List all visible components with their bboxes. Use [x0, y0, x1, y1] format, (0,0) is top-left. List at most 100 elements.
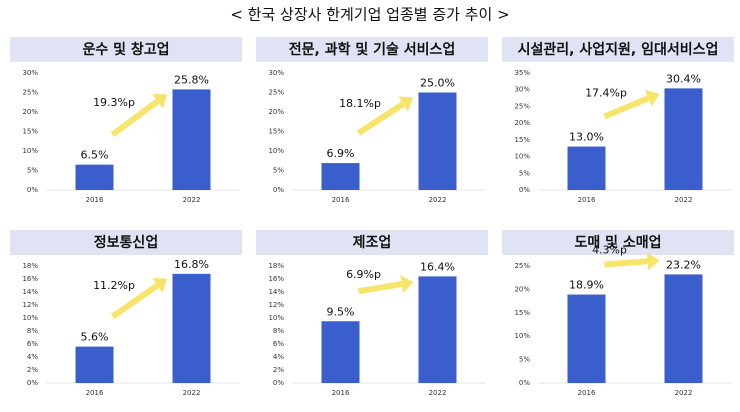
y-tick-label: 25%	[514, 102, 530, 110]
value-label: 25.8%	[174, 73, 209, 86]
arrow-shaft	[110, 283, 159, 320]
y-tick-label: 10%	[22, 147, 38, 155]
y-tick-label: 30%	[22, 69, 38, 77]
value-label: 6.9%	[327, 147, 355, 160]
y-tick-label: 0%	[273, 379, 284, 387]
y-tick-label: 12%	[268, 301, 284, 309]
bar	[567, 146, 606, 190]
y-tick-label: 20%	[514, 119, 530, 127]
y-tick-label: 8%	[273, 327, 284, 335]
y-tick-label: 10%	[268, 314, 284, 322]
y-tick-label: 14%	[268, 288, 284, 296]
panel-header	[10, 230, 242, 255]
annotation: 6.9%p	[346, 268, 381, 281]
y-tick-label: 30%	[268, 69, 284, 77]
y-tick-label: 14%	[22, 288, 38, 296]
x-tick-label: 2016	[578, 196, 596, 204]
y-tick-label: 2%	[273, 366, 284, 374]
value-label: 5.6%	[81, 331, 109, 344]
bar	[418, 92, 457, 190]
arrow-head	[152, 278, 168, 293]
y-tick-label: 15%	[22, 128, 38, 136]
y-tick-label: 20%	[22, 108, 38, 116]
y-tick-label: 6%	[273, 340, 284, 348]
arrow-shaft	[356, 101, 405, 136]
y-tick-label: 16%	[22, 275, 38, 283]
value-label: 16.8%	[174, 258, 209, 271]
y-tick-label: 25%	[22, 89, 38, 97]
y-tick-label: 20%	[268, 108, 284, 116]
x-tick-label: 2022	[675, 389, 693, 397]
panel-title: 시설관리, 사업지원, 임대서비스업	[518, 41, 719, 58]
bar	[75, 164, 114, 190]
y-tick-label: 0%	[273, 186, 284, 194]
panel-header	[502, 37, 734, 62]
y-tick-label: 0%	[519, 186, 530, 194]
arrow-shaft	[603, 95, 650, 120]
x-tick-label: 2016	[86, 196, 104, 204]
panel-header	[502, 230, 734, 255]
annotation: 18.1%p	[339, 97, 381, 110]
y-tick-label: 30%	[514, 86, 530, 94]
x-tick-label: 2016	[332, 196, 350, 204]
bar	[172, 89, 211, 190]
y-tick-label: 5%	[273, 167, 284, 175]
y-tick-label: 15%	[514, 136, 530, 144]
y-tick-label: 18%	[22, 262, 38, 270]
y-tick-label: 0%	[27, 186, 38, 194]
y-tick-label: 15%	[268, 128, 284, 136]
y-tick-label: 4%	[273, 353, 284, 361]
arrow-shaft	[604, 258, 648, 268]
x-tick-label: 2016	[332, 389, 350, 397]
arrow-head	[398, 96, 414, 112]
y-tick-label: 20%	[514, 285, 530, 293]
x-tick-label: 2016	[578, 389, 596, 397]
y-tick-label: 0%	[27, 379, 38, 387]
annotation: 19.3%p	[93, 96, 135, 109]
y-tick-label: 4%	[27, 353, 38, 361]
y-tick-label: 5%	[519, 356, 530, 364]
bar	[172, 273, 211, 383]
arrow-shaft	[110, 98, 160, 138]
value-label: 25.0%	[420, 77, 455, 90]
y-tick-label: 15%	[514, 309, 530, 317]
y-tick-label: 10%	[268, 147, 284, 155]
y-tick-label: 2%	[27, 366, 38, 374]
panel-header	[256, 37, 488, 62]
y-tick-label: 0%	[519, 379, 530, 387]
bar	[321, 163, 360, 190]
annotation: 4.3%p	[592, 244, 627, 257]
value-label: 13.0%	[569, 131, 604, 144]
value-label: 9.5%	[327, 305, 355, 318]
y-tick-label: 5%	[519, 169, 530, 177]
y-tick-label: 10%	[514, 332, 530, 340]
y-tick-label: 18%	[268, 262, 284, 270]
panel-header	[10, 37, 242, 62]
value-label: 30.4%	[666, 72, 701, 85]
x-tick-label: 2022	[429, 389, 447, 397]
y-tick-label: 5%	[27, 167, 38, 175]
arrow-head	[400, 275, 414, 293]
bar	[321, 321, 360, 383]
annotation: 17.4%p	[585, 86, 627, 99]
y-tick-label: 10%	[514, 153, 530, 161]
arrow-head	[152, 94, 168, 109]
annotation: 11.2%p	[93, 279, 135, 292]
panel-title: 정보통신업	[94, 234, 158, 251]
panel-title: 전문, 과학 및 기술 서비스업	[289, 41, 456, 58]
panel-title: 운수 및 창고업	[82, 41, 169, 58]
y-tick-label: 6%	[27, 340, 38, 348]
panel-title: 제조업	[353, 235, 392, 251]
x-tick-label: 2022	[183, 389, 201, 397]
bar	[664, 274, 703, 383]
bar	[567, 294, 606, 383]
y-tick-label: 12%	[22, 301, 38, 309]
value-label: 18.9%	[569, 279, 604, 292]
bar	[664, 88, 703, 190]
value-label: 16.4%	[420, 260, 455, 273]
value-label: 6.5%	[81, 149, 109, 162]
page-title: < 한국 상장사 한계기업 업종별 증가 추이 >	[230, 6, 509, 24]
x-tick-label: 2022	[183, 196, 201, 204]
arrow-shaft	[358, 281, 403, 295]
